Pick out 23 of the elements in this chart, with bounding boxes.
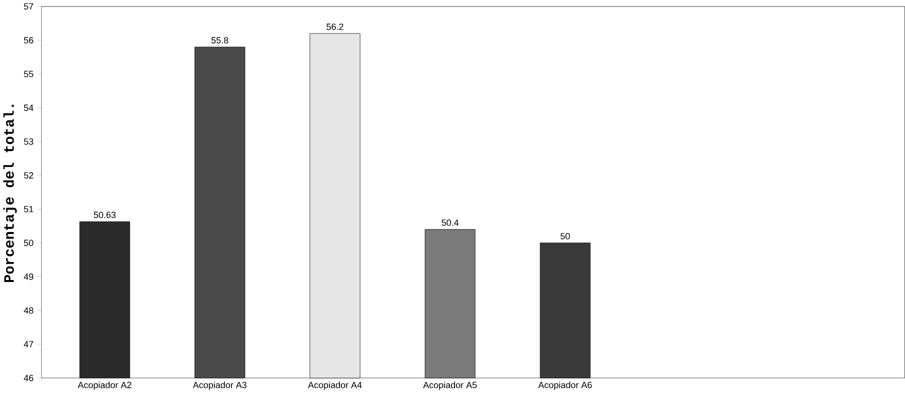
y-axis-title: Porcentaje del total. bbox=[3, 104, 17, 282]
y-tick-label: 50 bbox=[24, 240, 34, 246]
y-tick-label: 47 bbox=[24, 341, 34, 348]
x-tick-label: Acopiador A2 bbox=[78, 381, 132, 390]
data-label: 56.2 bbox=[326, 23, 344, 30]
y-tick-label: 46 bbox=[24, 374, 34, 382]
y-tick-label: 52 bbox=[24, 172, 34, 178]
y-tick-label: 54 bbox=[24, 104, 34, 111]
y-tick-label: 55 bbox=[24, 70, 34, 78]
data-label: 50.63 bbox=[94, 212, 116, 218]
x-tick-label: Acopiador A6 bbox=[538, 381, 592, 390]
y-tick-label: 57 bbox=[24, 3, 34, 10]
x-tick-label: Acopiador A5 bbox=[423, 381, 477, 390]
y-tick-label: 49 bbox=[24, 273, 34, 280]
y-tick-label: 51 bbox=[24, 206, 34, 212]
y-tick-label: 48 bbox=[24, 307, 34, 314]
y-tick-label: 56 bbox=[24, 36, 34, 44]
y-tick-label: 53 bbox=[24, 138, 34, 145]
x-tick-label: Acopiador A4 bbox=[308, 381, 362, 390]
data-label: 50.4 bbox=[442, 219, 459, 226]
x-tick-label: Acopiador A3 bbox=[192, 381, 246, 390]
data-label: 50 bbox=[560, 232, 570, 240]
data-label: 55.8 bbox=[211, 36, 228, 44]
